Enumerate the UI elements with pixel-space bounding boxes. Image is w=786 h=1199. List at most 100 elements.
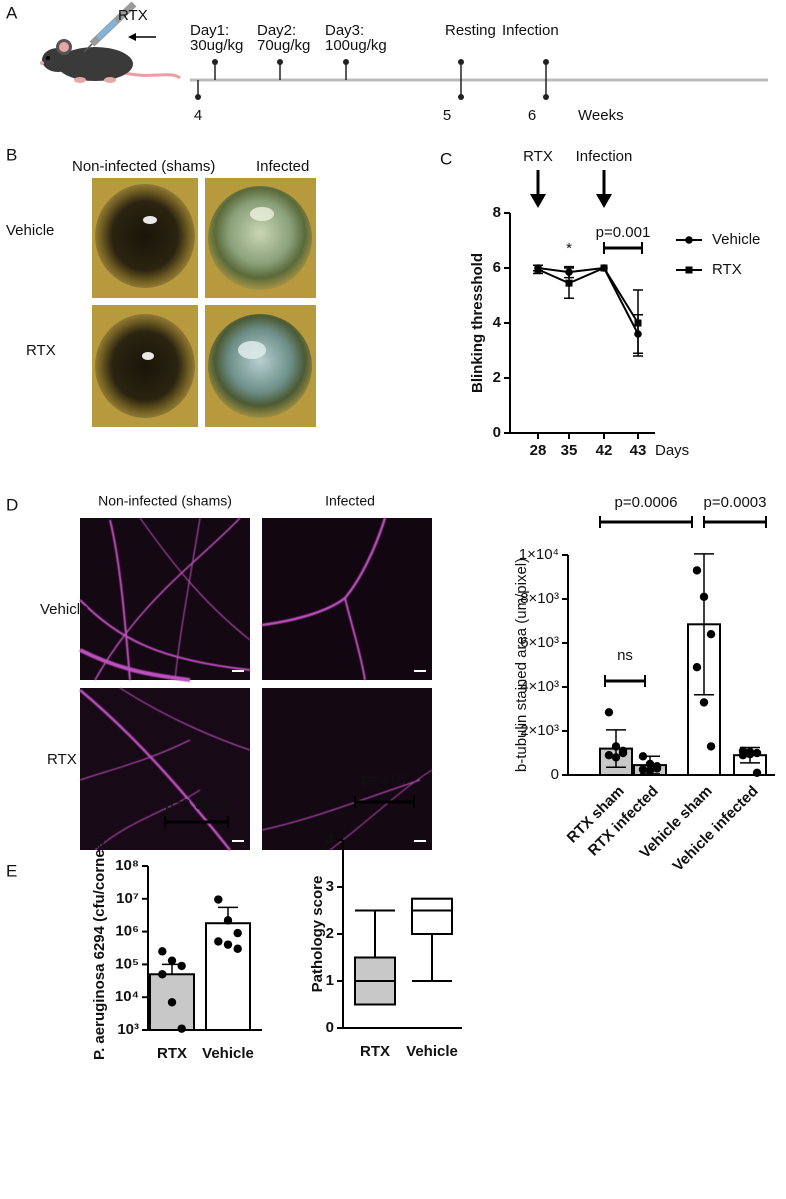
data-point: [699, 592, 709, 601]
data-point: [638, 765, 648, 774]
data-point: [706, 742, 716, 751]
panel-label: A: [6, 3, 18, 22]
drug-label: RTX: [118, 7, 148, 24]
event-dot: [458, 59, 464, 65]
data-point: [534, 265, 542, 273]
data-point: [223, 916, 233, 925]
event-label: Infection: [502, 22, 559, 39]
y-tick-label: 0: [326, 1019, 334, 1036]
significance-label: p=0.01: [361, 771, 407, 788]
arrow-label: RTX: [523, 148, 553, 165]
data-point: [752, 748, 762, 758]
significance-label: p=0.0006: [165, 796, 228, 813]
data-point: [699, 698, 709, 707]
eye-images: [92, 178, 316, 427]
data-point: [738, 751, 748, 760]
y-axis-label: P. aeruginosa 6294 (cfu/cornea): [91, 836, 108, 1060]
y-tick-label: 1×10⁴: [519, 546, 559, 563]
x-tick-label: 42: [596, 442, 613, 459]
panel-label: E: [6, 861, 17, 880]
week-unit: Weeks: [578, 107, 624, 124]
event-label: Day2:: [257, 22, 296, 39]
event-dot: [277, 59, 283, 65]
y-axis-label: Pathology score: [309, 876, 326, 993]
data-point: [158, 947, 167, 956]
event-label: 100ug/kg: [325, 37, 387, 54]
row-header: RTX: [47, 751, 77, 768]
event-label: 70ug/kg: [257, 37, 310, 54]
y-tick-label: 4: [493, 314, 502, 331]
legend-label: Vehicle: [712, 231, 760, 248]
y-tick-label: 10⁶: [115, 923, 139, 940]
x-tick-label: RTX: [157, 1045, 187, 1062]
col-header: Infected: [256, 158, 309, 175]
data-point: [752, 768, 762, 777]
data-point: [223, 940, 233, 949]
data-point: [167, 998, 177, 1007]
y-tick-label: 0: [551, 766, 559, 783]
x-tick-label: RTX: [360, 1043, 390, 1060]
arrow-head: [530, 194, 546, 208]
data-point: [618, 746, 628, 755]
panel-label: D: [6, 495, 18, 514]
event-dot: [212, 59, 218, 65]
x-tick-label: 35: [561, 442, 578, 459]
data-point: [645, 759, 655, 769]
y-tick-label: 6×10³: [520, 634, 559, 651]
data-point: [167, 956, 177, 965]
significance-label: p=0.0006: [615, 494, 678, 511]
y-tick-label: 4: [326, 831, 335, 848]
event-label: Day1:: [190, 22, 229, 39]
y-axis-label: b-tubulin stained area (um/pixel): [513, 558, 530, 772]
y-tick-label: 2×10³: [520, 722, 559, 739]
data-point: [600, 264, 608, 272]
panel-label: B: [6, 145, 17, 164]
data-point: [604, 751, 614, 760]
col-header: Infected: [325, 493, 375, 509]
x-tick-label: Vehicle infected: [669, 783, 761, 875]
event-dot: [543, 59, 549, 65]
legend-marker: [685, 266, 693, 274]
y-tick-label: 6: [493, 259, 501, 276]
data-point: [692, 663, 702, 672]
data-point: [214, 895, 223, 904]
y-tick-label: 3: [326, 878, 334, 895]
week-label: 4: [194, 107, 202, 124]
legend-label: RTX: [712, 261, 742, 278]
series-line: [537, 266, 639, 324]
week-label: 5: [443, 107, 451, 124]
arrow-label: Infection: [576, 148, 633, 165]
data-point: [638, 752, 648, 761]
y-tick-label: 8: [493, 204, 501, 221]
significance-label: p=0.001: [596, 224, 651, 241]
row-header: Vehicle: [6, 222, 54, 239]
mouse-illustration: [40, 39, 181, 83]
box: [411, 897, 453, 935]
panel-label: C: [440, 149, 452, 168]
data-point: [565, 279, 573, 287]
event-label: 30ug/kg: [190, 37, 243, 54]
row-header: RTX: [26, 342, 56, 359]
y-tick-label: 1: [326, 972, 334, 989]
syringe: [83, 1, 137, 53]
data-point: [233, 928, 242, 938]
x-axis-label: Days: [655, 442, 689, 459]
data-point: [745, 749, 755, 759]
col-header: Non-infected (shams): [72, 158, 215, 175]
data-point: [652, 762, 662, 771]
y-tick-label: 10³: [117, 1021, 139, 1038]
data-point: [634, 319, 642, 327]
y-tick-label: 10⁵: [115, 955, 139, 972]
y-tick-label: 4×10³: [520, 678, 559, 695]
event-dot: [343, 59, 349, 65]
x-tick-label: Vehicle: [406, 1043, 458, 1060]
significance-label: ns: [617, 647, 633, 664]
y-tick-label: 10⁴: [115, 988, 139, 1005]
y-axis-label: Blinking thresshold: [469, 253, 486, 393]
data-point: [706, 630, 716, 639]
x-tick-label: 28: [530, 442, 547, 459]
significance-label: p=0.0003: [704, 494, 767, 511]
data-point: [214, 937, 223, 946]
y-tick-label: 2: [326, 925, 334, 942]
x-tick-label: 43: [630, 442, 647, 459]
